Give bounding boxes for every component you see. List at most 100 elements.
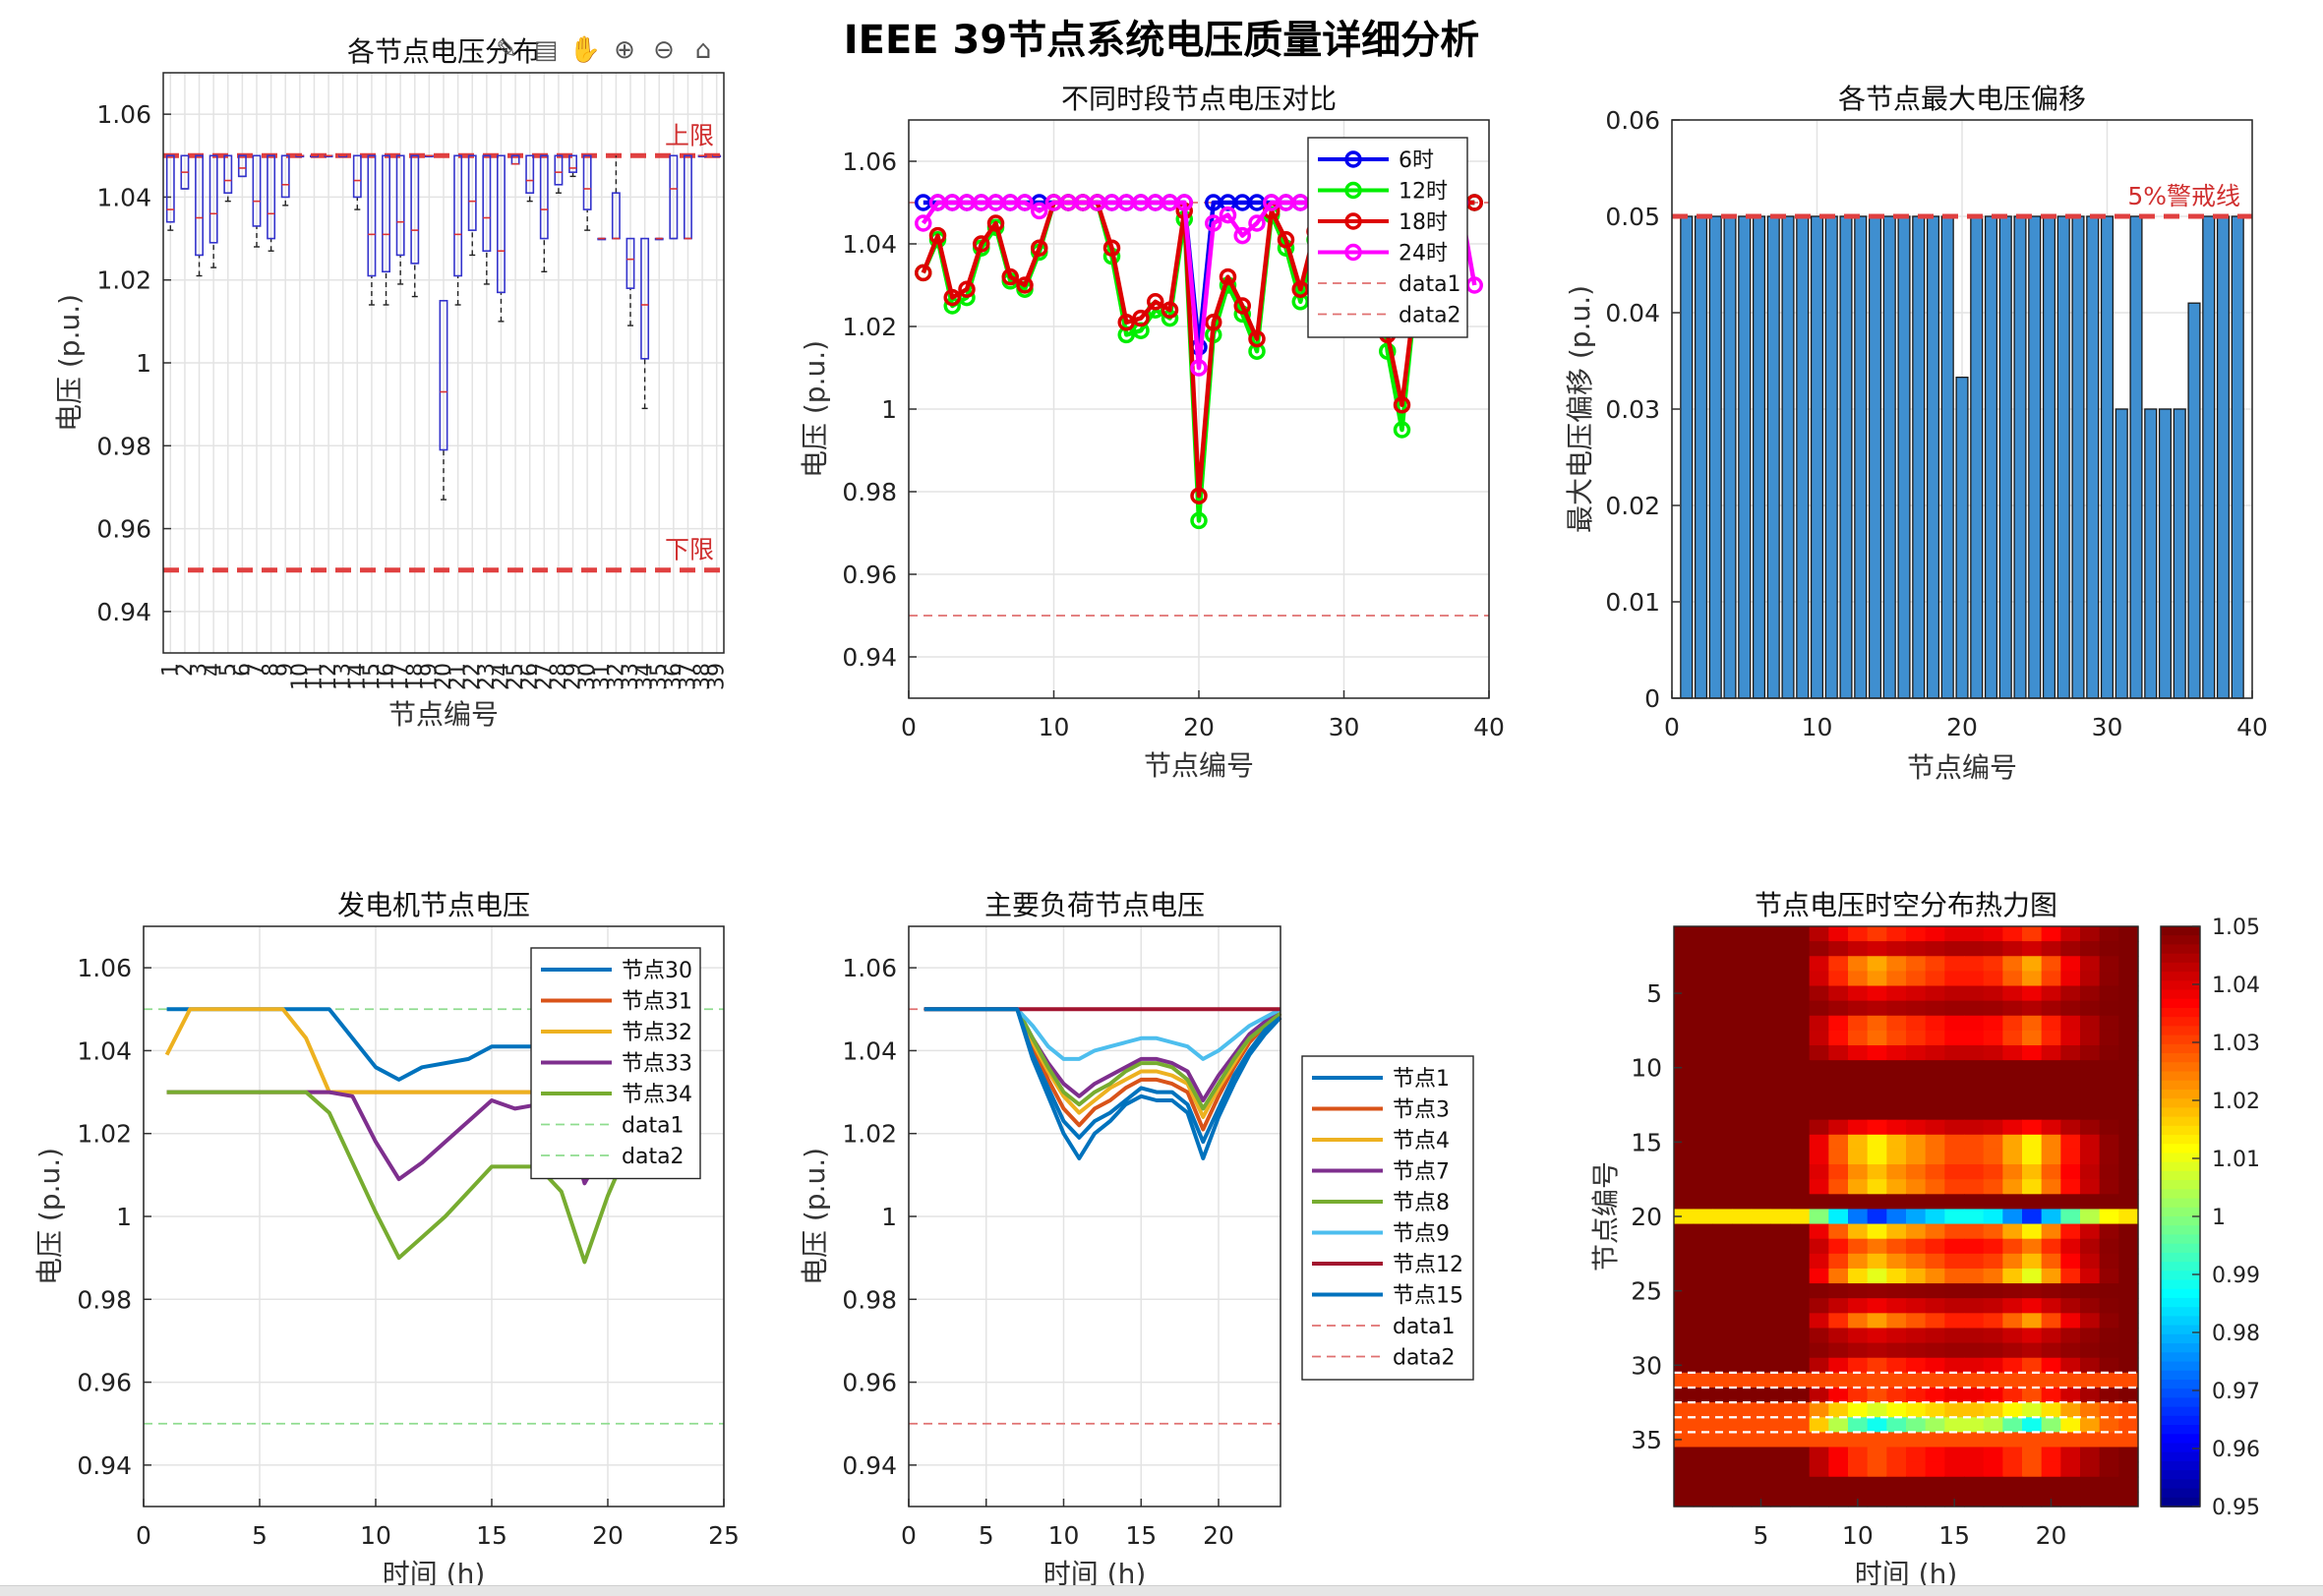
heatmap-cell xyxy=(1983,1164,2003,1180)
boxplot-box-rect xyxy=(497,154,506,294)
periods-point xyxy=(1248,214,1266,232)
periods-point xyxy=(1233,226,1251,245)
boxplot-xtick-label: 32 xyxy=(604,663,628,690)
boxplot-box xyxy=(165,154,175,231)
heatmap-cell xyxy=(2099,1432,2119,1448)
heatmap-cell xyxy=(1751,941,1771,957)
heatmap-cell xyxy=(2002,1387,2023,1403)
legend-toggle-icon[interactable]: ▤ xyxy=(533,35,559,65)
boxplot-box xyxy=(223,154,233,203)
heatmap-cell xyxy=(1983,1298,2003,1314)
heatmap-cell xyxy=(1867,1194,1887,1211)
heatmap-cell xyxy=(1906,1134,1927,1151)
heatmap-cell xyxy=(2080,1491,2101,1507)
heatmap-cell xyxy=(1693,1164,1713,1180)
heatmap-xlabel: 时间 (h) xyxy=(1855,1558,1958,1585)
boxplot-box xyxy=(467,154,477,257)
heatmap-cell xyxy=(1964,1268,1985,1284)
boxplot-xtick-label: 30 xyxy=(575,663,600,690)
zoom-out-icon[interactable]: ⊖ xyxy=(653,35,675,65)
heatmap-cell xyxy=(1828,1461,1849,1478)
heatmap-cell xyxy=(1828,1119,1849,1136)
boxplot-box-rect xyxy=(582,154,592,210)
heatmap-cell xyxy=(2041,941,2061,957)
maxdev-ytick-label: 0.02 xyxy=(1605,492,1660,520)
heatmap-cell xyxy=(1693,1015,1713,1032)
boxplot-ytick-label: 1.02 xyxy=(96,266,151,295)
heatmap-cell xyxy=(1674,1328,1695,1344)
heatmap-cell xyxy=(1828,1238,1849,1255)
heatmap-cell xyxy=(2041,1372,2061,1389)
heatmap-cell xyxy=(1848,1313,1869,1330)
heatmap-cell xyxy=(2041,1461,2061,1478)
heatmap-cell xyxy=(1828,1387,1849,1403)
heatmap-cell xyxy=(1944,1417,1965,1433)
heatmap-cell xyxy=(1712,1372,1733,1389)
heatmap-cell xyxy=(1828,985,1849,1002)
zoom-in-icon[interactable]: ⊕ xyxy=(614,35,635,65)
periods-point xyxy=(915,214,932,232)
heatmap-cell xyxy=(1770,1432,1791,1448)
brush-icon[interactable]: ✎ xyxy=(496,35,517,65)
heatmap-cell xyxy=(2118,1491,2139,1507)
heatmap-cell xyxy=(1906,1253,1927,1270)
heatmap-cell xyxy=(1693,1223,1713,1240)
gen-legend-label: 节点32 xyxy=(622,1021,692,1045)
boxplot-box xyxy=(439,299,448,501)
heatmap-cell xyxy=(1732,1223,1753,1240)
maxdev-bar xyxy=(1723,215,1737,699)
heatmap-cell xyxy=(2060,1209,2081,1225)
heatmap-cell xyxy=(2080,956,2101,972)
gen-xtick-label: 25 xyxy=(708,1521,740,1550)
heatmap-cell xyxy=(1848,1179,1869,1195)
boxplot-xtick-label: 36 xyxy=(662,663,686,690)
heatmap-cell xyxy=(2080,1461,2101,1478)
heatmap-cell xyxy=(1944,985,1965,1002)
gen-axes: 0.94 0.96 0.98 1 1.02 1.04 1.06 0 5 10 15 20 25 发电机节点… xyxy=(33,889,740,1590)
heatmap-cell xyxy=(1732,1045,1753,1061)
heatmap-cell xyxy=(2041,1402,2061,1418)
heatmap-cell xyxy=(1944,1432,1965,1448)
heatmap-cell xyxy=(1770,1045,1791,1061)
heatmap-cell xyxy=(2118,1090,2139,1106)
heatmap-cell xyxy=(1906,1461,1927,1478)
heatmap-cell xyxy=(2022,1238,2043,1255)
maxdev-bar xyxy=(1680,215,1694,699)
home-icon[interactable]: ⌂ xyxy=(694,35,712,65)
heatmap-cell xyxy=(1886,1283,1907,1299)
heatmap-cell xyxy=(2080,1015,2101,1032)
periods-xtick-label: 40 xyxy=(1473,713,1505,741)
heatmap-cell xyxy=(2080,971,2101,987)
heatmap-cell xyxy=(1906,985,1927,1002)
heatmap-cell xyxy=(1983,1328,2003,1344)
periods-point xyxy=(986,214,1005,232)
heatmap-cell xyxy=(1693,971,1713,987)
heatmap-cell xyxy=(2041,1447,2061,1463)
heatmap-cell xyxy=(1964,1075,1985,1092)
heatmap-cell xyxy=(2022,1402,2043,1418)
boxplot-box xyxy=(453,154,463,306)
heatmap-cell xyxy=(1906,1283,1927,1299)
maxdev-bar xyxy=(1766,215,1780,699)
gen-ytick-label: 1 xyxy=(116,1203,132,1231)
heatmap-cell xyxy=(1906,1030,1927,1046)
colorbar-segment xyxy=(2161,1234,2200,1245)
heatmap-cell xyxy=(2099,1417,2119,1433)
heatmap-cell xyxy=(1693,985,1713,1002)
heatmap-cell xyxy=(2118,1238,2139,1255)
heatmap-cell xyxy=(1886,1179,1907,1195)
load-ytick-label: 0.98 xyxy=(842,1285,897,1314)
boxplot-box xyxy=(267,154,276,252)
heatmap-ytick-label: 5 xyxy=(1646,979,1662,1008)
heatmap-cell xyxy=(1828,1372,1849,1389)
heatmap-cell xyxy=(1732,1164,1753,1180)
heatmap-cell xyxy=(1693,941,1713,957)
heatmap-cell xyxy=(1886,1476,1907,1493)
boxplot-box-rect xyxy=(453,154,463,277)
heatmap-cell xyxy=(1983,1268,2003,1284)
heatmap-cell xyxy=(1983,1342,2003,1359)
heatmap-cell xyxy=(1906,1045,1927,1061)
load-xtick-label: 15 xyxy=(1125,1521,1157,1550)
pan-icon[interactable]: ✋ xyxy=(568,35,602,65)
gen-ylabel: 电压 (p.u.) xyxy=(33,1148,66,1285)
